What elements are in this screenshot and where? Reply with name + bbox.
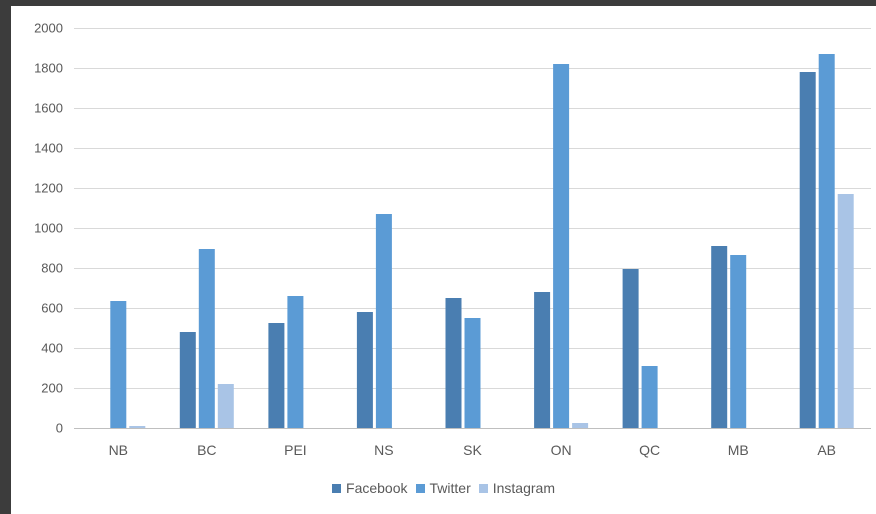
x-tick-label: BC xyxy=(197,442,216,458)
x-tick-label: MB xyxy=(728,442,749,458)
y-tick-label: 400 xyxy=(41,341,63,356)
bar-chart: 0 200 400 600 800 1000 1200 1400 1600 1800 2000 NB B… xyxy=(34,21,871,458)
y-tick-label: 2000 xyxy=(34,21,63,36)
bar-twitter-pei xyxy=(287,296,304,428)
legend-item-facebook: Facebook xyxy=(332,480,408,496)
bar-twitter-bc xyxy=(198,249,215,428)
bar-twitter-on xyxy=(553,64,570,428)
legend-swatch xyxy=(415,483,425,493)
bar-twitter-ns xyxy=(375,214,392,428)
legend-label: Twitter xyxy=(429,480,471,496)
bar-twitter-nb xyxy=(110,301,127,428)
y-tick-label: 1800 xyxy=(34,61,63,76)
bar-twitter-sk xyxy=(464,318,481,428)
bar-instagram-bc xyxy=(217,384,234,428)
x-tick-label: NS xyxy=(374,442,393,458)
x-tick-label: SK xyxy=(463,442,482,458)
y-tick-label: 1600 xyxy=(34,101,63,116)
bar-facebook-qc xyxy=(622,269,639,428)
x-tick-label: ON xyxy=(551,442,572,458)
y-tick-label: 1200 xyxy=(34,181,63,196)
legend-swatch xyxy=(478,483,488,493)
legend-item-twitter: Twitter xyxy=(415,480,471,496)
bar-twitter-ab xyxy=(818,54,835,428)
legend-label: Instagram xyxy=(492,480,555,496)
bar-facebook-bc xyxy=(179,332,196,428)
y-tick-label: 0 xyxy=(56,421,63,436)
bar-facebook-mb xyxy=(711,246,728,428)
bar-instagram-on xyxy=(572,423,589,428)
bar-facebook-on xyxy=(534,292,551,428)
legend-item-instagram: Instagram xyxy=(478,480,555,496)
y-tick-label: 600 xyxy=(41,301,63,316)
bar-instagram-ab xyxy=(837,194,854,428)
x-tick-label: AB xyxy=(817,442,836,458)
x-tick-label: PEI xyxy=(284,442,307,458)
x-tick-label: QC xyxy=(639,442,660,458)
x-tick-label: NB xyxy=(109,442,128,458)
legend-label: Facebook xyxy=(346,480,408,496)
chart-area: 0 200 400 600 800 1000 1200 1400 1600 1800 2000 NB B… xyxy=(11,6,876,514)
bar-twitter-qc xyxy=(641,366,658,428)
bar-facebook-ns xyxy=(356,312,373,428)
y-tick-label: 800 xyxy=(41,261,63,276)
bar-instagram-nb xyxy=(129,426,146,428)
y-tick-label: 1000 xyxy=(34,221,63,236)
bar-twitter-mb xyxy=(730,255,747,428)
legend-swatch xyxy=(332,483,342,493)
legend: Facebook Twitter Instagram xyxy=(11,480,876,496)
bar-facebook-pei xyxy=(268,323,285,428)
bar-facebook-ab xyxy=(799,72,816,428)
y-tick-label: 200 xyxy=(41,381,63,396)
y-tick-label: 1400 xyxy=(34,141,63,156)
bar-facebook-sk xyxy=(445,298,462,428)
